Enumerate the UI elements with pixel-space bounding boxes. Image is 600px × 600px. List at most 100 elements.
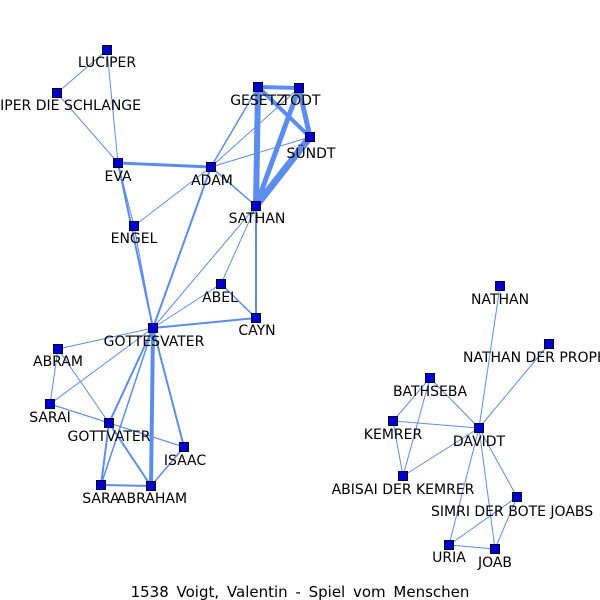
node-label-abel: ABEL <box>202 290 238 306</box>
edge-bathseba-kemrer <box>392 377 431 422</box>
node-label-davidt: DAVIDT <box>453 434 506 450</box>
edge-isaac-abraham <box>150 446 185 487</box>
edge-bathseba-davidt <box>429 377 480 429</box>
node-label-sundt: SÜNDT <box>287 144 336 162</box>
square-node-gottesvater[interactable] <box>148 323 158 333</box>
node-label-sarai: SARAI <box>29 410 71 426</box>
edge-kemrer-abisai <box>392 420 404 477</box>
square-node-abel[interactable] <box>216 279 226 289</box>
square-node-kemrer[interactable] <box>388 416 398 426</box>
edge-cayn-gottesvater <box>152 317 257 329</box>
edge-nathan-davidt <box>478 285 501 429</box>
node-label-sara: SARA <box>82 491 120 507</box>
edge-luciper-eva <box>106 49 119 164</box>
edge-sathan-abel <box>220 205 257 285</box>
edge-uria-joab <box>448 544 496 550</box>
edge-gottesvater-isaac <box>152 327 185 448</box>
edge-nathanprophet-davidt <box>478 343 550 429</box>
node-label-eva: EVA <box>104 169 132 185</box>
edge-sara-abraham <box>100 484 152 487</box>
edge-davidt-simri <box>478 427 518 498</box>
square-node-engel[interactable] <box>129 221 139 231</box>
edge-abram-sarai <box>49 348 59 405</box>
node-label-adam: ADAM <box>191 173 233 189</box>
edge-gesetz-todt <box>256 85 301 90</box>
edge-abel-gottesvater <box>152 283 222 329</box>
edge-adam-sathan <box>210 166 257 207</box>
node-label-abram: ABRAM <box>33 354 83 370</box>
node-label-kemrer: KEMRER <box>364 427 423 443</box>
square-node-todt[interactable] <box>294 83 304 93</box>
edge-engel-adam <box>133 166 212 227</box>
node-label-nathan: NATHAN <box>471 292 529 308</box>
edge-engel-gottesvater <box>133 225 154 329</box>
label-layer: LUCIPER LUCIPER DIE SCHLANGE EVA ENGEL ADAM G… <box>0 55 600 571</box>
edge-eva-gottesvater <box>117 162 154 329</box>
square-node-isaac[interactable] <box>179 442 189 452</box>
edge-davidt-uria <box>448 427 480 546</box>
edge-gesetz-sundt <box>256 85 312 139</box>
square-node-cayn[interactable] <box>251 313 261 323</box>
edge-gottesvater-sarai <box>49 327 154 405</box>
edge-adam-sundt <box>210 136 311 168</box>
edge-gottvater-abraham <box>108 422 152 487</box>
square-node-nathanprophet[interactable] <box>544 339 554 349</box>
edge-gottvater-sara <box>100 422 110 486</box>
node-layer <box>45 45 554 554</box>
square-node-luciper[interactable] <box>102 45 112 55</box>
edge-gesetz-sathan <box>253 84 261 209</box>
node-label-sathan: SATHAN <box>229 211 286 227</box>
square-node-sara[interactable] <box>96 480 106 490</box>
edge-gottvater-isaac <box>108 422 185 448</box>
node-label-cayn: CAYN <box>238 323 275 339</box>
node-label-todt: TODT <box>281 93 321 109</box>
square-node-abram[interactable] <box>53 344 63 354</box>
square-node-eva[interactable] <box>113 158 123 168</box>
square-node-sathan[interactable] <box>251 201 261 211</box>
edge-simri-uria <box>448 496 518 546</box>
node-label-isaac: ISAAC <box>164 453 207 469</box>
edge-davidt-joab <box>478 427 496 550</box>
square-node-davidt[interactable] <box>474 423 484 433</box>
square-node-joab[interactable] <box>490 544 500 554</box>
node-label-nathanprophet: NATHAN DER PROPHET <box>463 350 600 366</box>
edge-abram-gottvater <box>57 348 110 424</box>
square-node-simri[interactable] <box>512 492 522 502</box>
node-label-engel: ENGEL <box>111 231 158 247</box>
edge-gottesvater-sara <box>100 327 154 486</box>
edge-layer <box>49 49 550 550</box>
edge-abel-cayn <box>220 283 257 319</box>
node-label-schlange: LUCIPER DIE SCHLANGE <box>0 98 141 114</box>
edge-kemrer-davidt <box>392 420 480 429</box>
square-node-abraham[interactable] <box>146 481 156 491</box>
edge-bathseba-abisai <box>402 377 431 477</box>
node-label-gottvater: GOTTVATER <box>67 429 150 445</box>
edge-gottesvater-abram <box>57 327 154 350</box>
edge-adam-gesetz <box>210 86 259 168</box>
node-label-joab: JOAB <box>477 555 512 571</box>
square-node-sundt[interactable] <box>305 132 315 142</box>
square-node-schlange[interactable] <box>52 88 62 98</box>
edge-gottesvater-abraham <box>149 326 155 488</box>
square-node-sarai[interactable] <box>45 399 55 409</box>
square-node-bathseba[interactable] <box>425 373 435 383</box>
square-node-uria[interactable] <box>444 540 454 550</box>
edge-todt-sathan <box>253 85 302 209</box>
edge-simri-joab <box>494 496 518 550</box>
edge-sathan-gottesvater <box>152 205 257 329</box>
edge-eva-adam <box>116 161 213 169</box>
node-label-gottesvater: GOTTESVATER <box>104 334 205 350</box>
square-node-adam[interactable] <box>206 162 216 172</box>
edge-abisai-davidt <box>402 427 480 477</box>
square-node-gottvater[interactable] <box>104 418 114 428</box>
square-node-nathan[interactable] <box>495 281 505 291</box>
edge-gottesvater-gottvater <box>108 327 154 424</box>
square-node-gesetz[interactable] <box>253 82 263 92</box>
square-node-abisai[interactable] <box>398 471 408 481</box>
edge-sundt-sathan <box>252 133 314 210</box>
node-label-luciper: LUCIPER <box>78 55 137 71</box>
node-label-abisai: ABISAI DER KEMRER <box>332 482 475 498</box>
edge-adam-gottesvater <box>152 166 212 329</box>
node-label-bathseba: BATHSEBA <box>393 384 468 400</box>
